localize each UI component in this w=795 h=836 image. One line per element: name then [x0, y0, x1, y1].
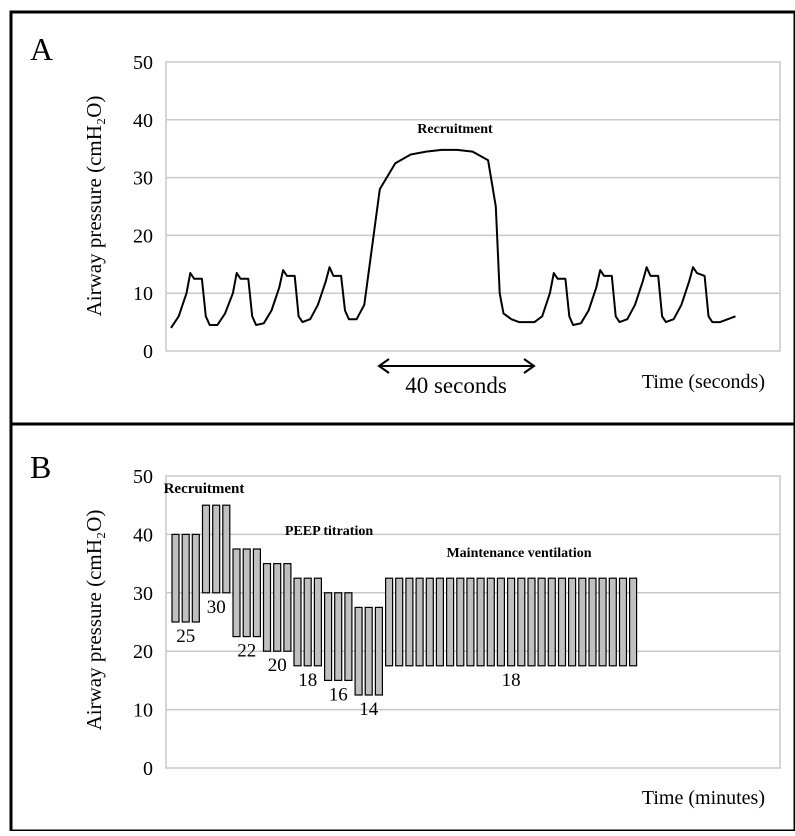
panel-b-breath-bar — [557, 577, 567, 667]
panel-b-peep-label: 14 — [359, 699, 379, 720]
panel-b-peep-label: 22 — [237, 641, 256, 662]
panel-b-bars — [171, 504, 638, 696]
panel-a-y-axis-label: Airway pressure (cmH₂O) — [82, 96, 106, 317]
panel-b-breath-bar — [476, 577, 485, 667]
figure-frame — [9, 10, 795, 833]
panel-b-breath-bar — [344, 592, 353, 681]
panel-b-breath-bar — [598, 577, 607, 667]
panel-b-breath-bar — [578, 577, 587, 667]
panel-b-y-ticks: 0 10 20 30 40 50 — [133, 466, 153, 780]
panel-b-breath-bar — [446, 577, 455, 667]
panel-a-y-tick-label: 20 — [133, 225, 153, 247]
panel-b-breath-bar — [547, 577, 556, 667]
panel-b-y-tick-label: 30 — [133, 583, 153, 605]
panel-b-y-tick-label: 50 — [133, 466, 153, 488]
panel-b-breath-bar — [171, 533, 180, 623]
panel-b-x-axis-label: Time (minutes) — [642, 787, 765, 809]
panel-b-breath-bar — [517, 577, 526, 667]
panel-b-titration-label: PEEP titration — [285, 524, 373, 539]
panel-b-breath-bar — [262, 562, 272, 652]
panel-b: B 0 10 20 30 40 50 Airway pressure (cmH₂O) Ti… — [30, 449, 781, 809]
panel-b-breath-bar — [324, 592, 333, 681]
panel-b-breath-bar — [232, 548, 241, 638]
panel-b-breath-bar — [334, 592, 343, 681]
panel-a-pressure-line — [170, 148, 736, 329]
panel-b-breath-bar — [537, 577, 546, 667]
panel-b-breath-bar — [567, 577, 577, 667]
panel-b-y-tick-label: 0 — [143, 758, 153, 780]
panel-b-breath-bar — [222, 504, 231, 594]
panel-a-plot-area — [165, 61, 781, 352]
panel-b-peep-label: 16 — [329, 684, 348, 705]
panel-b-y-tick-label: 40 — [133, 524, 153, 546]
panel-b-y-tick-label: 10 — [133, 700, 153, 722]
panel-b-plot-area — [165, 475, 781, 769]
duration-arrow-right-head — [523, 358, 536, 374]
panel-a-y-tick-label: 50 — [133, 52, 153, 74]
panel-a-y-tick-label: 40 — [133, 110, 153, 132]
panel-a: A 0 10 20 30 40 50 Airway pressure (cmH₂O) Ti… — [30, 31, 781, 398]
panel-b-breath-bar — [486, 577, 495, 667]
panel-b-peep-label: 18 — [298, 670, 317, 691]
panel-a-y-tick-label: 0 — [143, 341, 153, 363]
panel-b-maintenance-label: Maintenance ventilation — [446, 546, 591, 561]
panel-b-breath-bar — [374, 606, 383, 696]
panel-b-peep-label: 18 — [502, 670, 521, 691]
panel-a-y-ticks: 0 10 20 30 40 50 — [133, 52, 153, 363]
panel-a-gridlines — [166, 119, 780, 294]
panel-b-breath-bar — [466, 577, 475, 667]
panel-b-breath-bar — [435, 577, 444, 667]
panel-b-peep-label: 30 — [207, 597, 226, 618]
panel-b-breath-bar — [608, 577, 617, 667]
panel-b-breath-bar — [181, 533, 190, 623]
panel-b-breath-bar — [293, 577, 302, 667]
panel-b-letter: B — [30, 449, 51, 485]
panel-a-letter: A — [30, 31, 53, 67]
panel-b-breath-bar — [283, 562, 292, 652]
panel-b-breath-bar — [201, 504, 211, 594]
panel-b-breath-bar — [273, 562, 282, 652]
panel-b-breath-bar — [354, 606, 363, 696]
panel-b-peep-label: 25 — [176, 626, 195, 647]
panel-b-breath-bar — [242, 548, 251, 638]
panel-a-y-tick-label: 30 — [133, 168, 153, 190]
panel-b-breath-bar — [385, 577, 394, 667]
panel-b-breath-bar — [405, 577, 414, 667]
panel-b-breath-bar — [212, 504, 221, 594]
panel-b-breath-bar — [588, 577, 597, 667]
panel-b-breath-bar — [425, 577, 434, 667]
panel-b-breath-bar — [364, 606, 373, 696]
panel-a-duration-label: 40 seconds — [405, 373, 507, 398]
panel-b-breath-bar — [527, 577, 536, 667]
duration-arrow-left-head — [377, 358, 390, 374]
panel-a-recruitment-label: Recruitment — [417, 122, 493, 137]
panel-b-breath-bar — [507, 577, 516, 667]
panel-b-breath-bar — [313, 577, 322, 667]
panel-b-breath-bar — [303, 577, 312, 667]
panel-b-peep-label: 20 — [268, 655, 287, 676]
panel-b-breath-bar — [395, 577, 404, 667]
panel-b-breath-bar — [628, 577, 638, 667]
panel-b-breath-bar — [496, 577, 505, 667]
panel-b-y-tick-label: 20 — [133, 641, 153, 663]
panel-b-breath-bar — [191, 533, 200, 623]
panel-b-breath-bar — [252, 548, 261, 638]
panel-b-y-axis-label: Airway pressure (cmH₂O) — [82, 510, 106, 731]
panel-b-recruitment-label: Recruitment — [164, 481, 245, 497]
panel-b-breath-bar — [456, 577, 465, 667]
panel-b-breath-bar — [618, 577, 628, 667]
panel-a-duration-arrow — [377, 358, 536, 374]
panel-a-y-tick-label: 10 — [133, 283, 153, 305]
panel-a-x-axis-label: Time (seconds) — [642, 371, 765, 393]
panel-b-breath-bar — [415, 577, 424, 667]
panel-b-peep-labels: 25 30 22 20 18 16 14 18 — [176, 597, 520, 720]
